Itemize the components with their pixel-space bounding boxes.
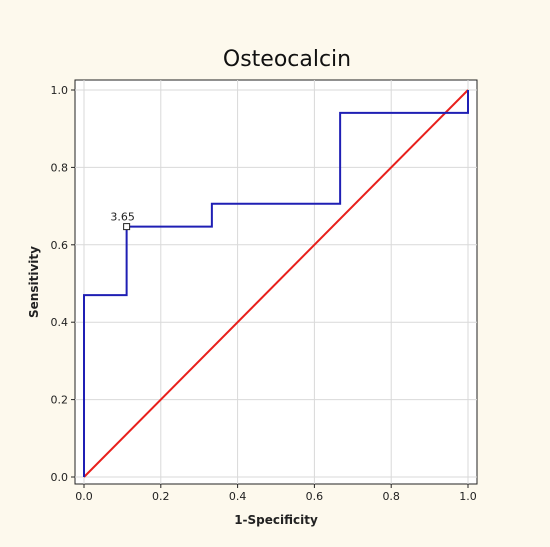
annotation-layer: 3.65 — [110, 211, 135, 231]
y-tick-label: 0.6 — [51, 239, 69, 252]
x-tick-label: 0.0 — [75, 490, 93, 503]
x-tick-label: 0.8 — [382, 490, 400, 503]
ticks: 0.0 0.2 0.4 0.6 0.8 1.0 0.0 0.2 0.4 0.6 0.8 1.0 — [51, 84, 477, 503]
y-axis-label: Sensitivity — [27, 246, 41, 318]
roc-curve-line — [83, 90, 469, 477]
reference-diagonal-line — [83, 89, 469, 478]
x-tick-label: 1.0 — [459, 490, 477, 503]
cutoff-label: 3.65 — [110, 211, 135, 224]
cutoff-marker — [123, 223, 131, 231]
series-layer — [83, 89, 469, 478]
y-tick-label: 0.0 — [51, 471, 69, 484]
y-tick-label: 0.8 — [51, 161, 69, 174]
y-tick-label: 1.0 — [51, 84, 69, 97]
x-tick-label: 0.4 — [229, 490, 247, 503]
y-tick-label: 0.2 — [51, 394, 69, 407]
x-tick-label: 0.2 — [152, 490, 170, 503]
x-axis-label: 1-Specificity — [234, 513, 318, 527]
y-tick-label: 0.4 — [51, 316, 69, 329]
chart-title: Osteocalcin — [223, 47, 351, 72]
x-tick-label: 0.6 — [306, 490, 324, 503]
